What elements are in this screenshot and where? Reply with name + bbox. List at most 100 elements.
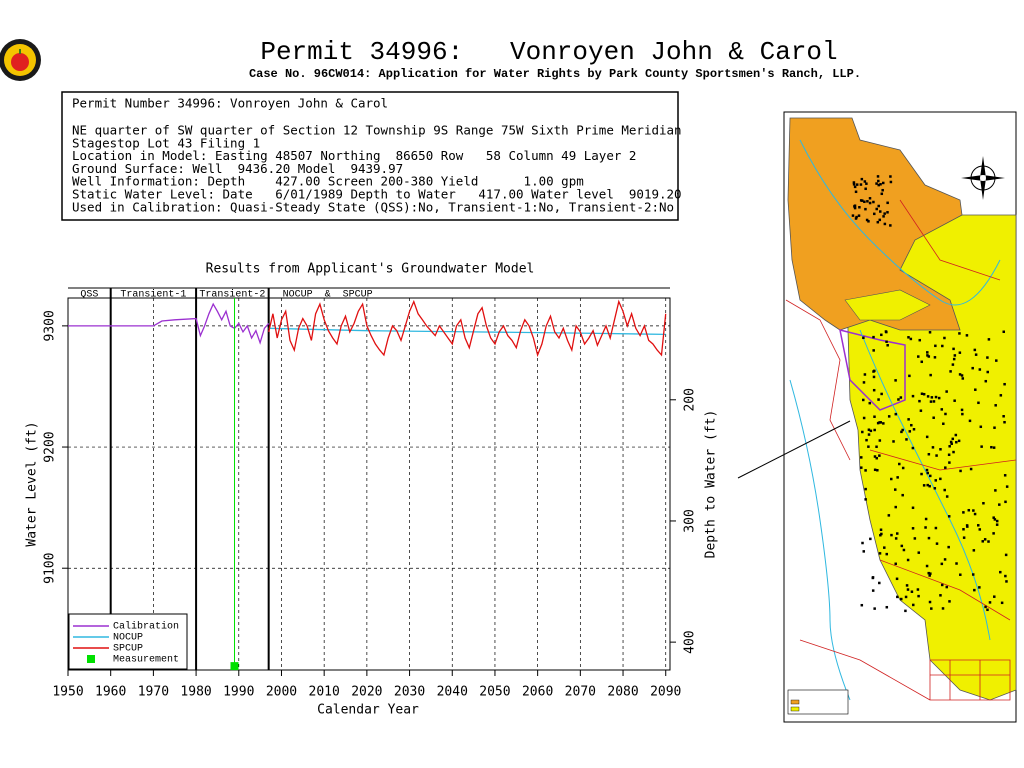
map-well bbox=[862, 416, 866, 420]
map-well bbox=[897, 398, 900, 401]
x-tick-label: 1990 bbox=[223, 685, 254, 700]
map-well bbox=[974, 353, 978, 356]
map-well bbox=[972, 509, 975, 512]
map-well bbox=[861, 430, 864, 434]
map-well bbox=[954, 433, 958, 437]
info-line: Static Water Level: Date 6/01/1989 Depth… bbox=[72, 187, 682, 202]
location-map bbox=[783, 111, 1017, 723]
legend-label: Calibration bbox=[113, 621, 179, 633]
map-well bbox=[977, 524, 980, 527]
map-well bbox=[890, 477, 893, 481]
map-well bbox=[875, 456, 878, 460]
map-well bbox=[879, 210, 882, 213]
map-well bbox=[918, 399, 921, 403]
map-well bbox=[860, 456, 863, 459]
map-well bbox=[896, 532, 899, 535]
map-well bbox=[1004, 500, 1007, 504]
map-well bbox=[960, 408, 964, 412]
x-tick-label: 2050 bbox=[479, 685, 510, 700]
map-well bbox=[972, 549, 976, 552]
map-well bbox=[865, 438, 868, 442]
map-well bbox=[876, 468, 879, 472]
map-well bbox=[937, 396, 941, 400]
map-well bbox=[931, 446, 935, 449]
legend-label: NOCUP bbox=[113, 633, 143, 644]
map-well bbox=[866, 200, 869, 203]
map-well bbox=[920, 360, 924, 364]
map-well bbox=[987, 540, 990, 543]
map-well bbox=[886, 211, 889, 214]
map-well bbox=[872, 335, 875, 339]
map-well bbox=[945, 390, 948, 393]
map-well bbox=[894, 488, 897, 491]
map-well bbox=[1003, 382, 1006, 386]
map-well bbox=[965, 334, 969, 337]
map-well bbox=[1005, 580, 1008, 583]
map-well bbox=[951, 363, 955, 366]
map-well bbox=[1004, 553, 1008, 557]
map-well bbox=[941, 607, 945, 610]
map-well bbox=[879, 183, 882, 186]
map-well bbox=[983, 538, 987, 541]
chart-title: Results from Applicant's Groundwater Mod… bbox=[206, 262, 535, 277]
map-well bbox=[1000, 601, 1004, 605]
map-well bbox=[984, 605, 987, 609]
info-line: Used in Calibration: Quasi-Steady State … bbox=[72, 199, 674, 214]
map-well bbox=[857, 214, 861, 217]
map-well bbox=[865, 182, 868, 185]
map-well bbox=[873, 468, 877, 472]
map-well bbox=[962, 536, 966, 539]
map-well bbox=[1002, 415, 1005, 418]
map-well bbox=[862, 336, 865, 340]
map-well bbox=[992, 446, 996, 449]
map-well bbox=[940, 562, 944, 566]
legend-swatch bbox=[87, 655, 95, 663]
map-well bbox=[864, 469, 867, 472]
map-well bbox=[953, 399, 956, 402]
map-well bbox=[959, 573, 962, 576]
map-well bbox=[978, 586, 981, 589]
map-well bbox=[901, 493, 904, 497]
map-well bbox=[864, 487, 867, 491]
map-well bbox=[885, 330, 888, 334]
map-well bbox=[851, 214, 855, 217]
map-well bbox=[934, 344, 937, 348]
map-well bbox=[929, 474, 932, 478]
map-well bbox=[926, 395, 930, 398]
map-well bbox=[869, 429, 873, 433]
map-well bbox=[920, 392, 924, 396]
map-well bbox=[858, 206, 861, 209]
map-well bbox=[990, 445, 993, 449]
map-well bbox=[998, 503, 1001, 506]
map-well bbox=[949, 440, 953, 444]
x-tick-label: 2000 bbox=[266, 685, 297, 700]
info-line: NE quarter of SW quarter of Section 12 T… bbox=[72, 123, 682, 138]
map-well bbox=[929, 373, 932, 377]
map-well bbox=[887, 415, 891, 418]
map-well bbox=[852, 181, 856, 184]
map-well bbox=[967, 508, 971, 512]
map-well bbox=[878, 581, 881, 585]
map-well bbox=[899, 396, 903, 399]
map-well bbox=[890, 533, 893, 537]
map-well bbox=[894, 379, 897, 382]
map-well bbox=[880, 333, 883, 337]
x-tick-label: 1980 bbox=[180, 685, 211, 700]
map-well bbox=[999, 394, 1003, 397]
x-tick-label: 1970 bbox=[138, 685, 169, 700]
map-well bbox=[904, 609, 907, 613]
map-well bbox=[995, 523, 999, 526]
map-well bbox=[939, 448, 942, 451]
page-subtitle: Case No. 96CW014: Application for Water … bbox=[249, 67, 861, 81]
y2-axis-label: Depth to Water (ft) bbox=[704, 410, 719, 559]
map-well bbox=[881, 181, 885, 185]
map-well bbox=[926, 351, 929, 354]
map-well bbox=[882, 422, 885, 425]
map-well bbox=[930, 396, 934, 399]
map-well bbox=[860, 177, 864, 181]
map-well bbox=[958, 351, 962, 354]
map-well bbox=[876, 175, 880, 178]
info-line: Permit Number 34996: Vonroyen John & Car… bbox=[72, 96, 388, 111]
map-well bbox=[977, 401, 980, 405]
map-well bbox=[894, 562, 897, 566]
